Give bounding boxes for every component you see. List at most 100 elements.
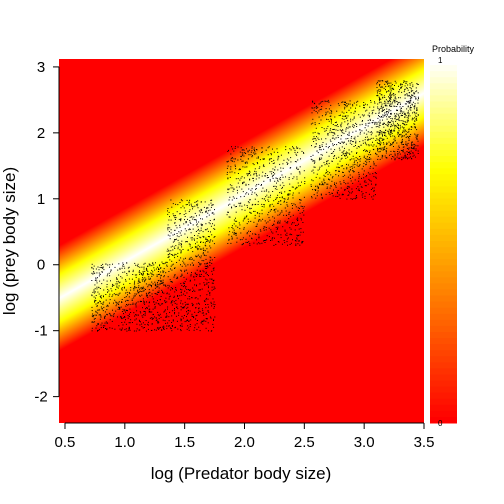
data-point [372, 145, 374, 147]
data-point [187, 312, 189, 314]
data-point [408, 129, 410, 131]
data-point [317, 132, 319, 134]
data-point [417, 134, 419, 136]
data-point [258, 157, 259, 159]
data-point [145, 308, 146, 310]
data-point [179, 213, 181, 214]
data-point [355, 160, 357, 162]
data-point [251, 147, 253, 149]
data-point [251, 150, 253, 152]
data-point [358, 172, 360, 174]
data-point [197, 229, 199, 231]
data-point [243, 228, 245, 230]
data-point [389, 97, 391, 99]
data-point [270, 158, 272, 160]
data-point [395, 98, 397, 100]
data-point [248, 202, 250, 204]
data-point [126, 304, 127, 305]
data-point [346, 163, 347, 165]
data-point [377, 158, 379, 160]
data-point [189, 216, 191, 218]
data-point [413, 92, 415, 94]
data-point [179, 295, 181, 297]
data-point [159, 313, 161, 315]
data-point [186, 241, 188, 243]
data-point [246, 223, 248, 225]
data-point [269, 204, 271, 206]
data-point [274, 237, 275, 239]
data-point [231, 206, 232, 208]
data-point [391, 144, 393, 146]
data-point [139, 324, 141, 326]
data-point [361, 191, 363, 193]
data-point [317, 106, 319, 108]
data-point [329, 179, 331, 181]
data-point [244, 204, 246, 206]
data-point [174, 302, 176, 304]
x-tick-label: 1.5 [174, 434, 195, 451]
data-point [207, 266, 209, 268]
data-point [280, 167, 282, 169]
data-point [390, 131, 392, 133]
data-point [198, 228, 199, 230]
data-point [211, 305, 213, 307]
data-point [312, 122, 314, 124]
data-point [126, 330, 128, 332]
data-point [350, 120, 352, 122]
data-point [380, 89, 382, 91]
data-point [379, 147, 381, 149]
data-point [363, 170, 365, 172]
data-point [360, 144, 362, 146]
data-point [391, 94, 393, 96]
data-point [260, 220, 262, 222]
data-point [120, 276, 122, 278]
data-point [214, 316, 216, 318]
data-point [379, 98, 381, 100]
data-point [358, 146, 360, 148]
colorbar-step [430, 313, 457, 321]
data-point [312, 118, 314, 120]
data-point [352, 155, 354, 157]
data-point [252, 233, 254, 235]
data-point [197, 200, 199, 202]
data-point [189, 245, 191, 247]
data-point [343, 132, 345, 134]
data-point [390, 153, 392, 155]
data-point [406, 94, 408, 96]
data-point [410, 134, 412, 135]
data-point [134, 262, 136, 264]
data-point [160, 280, 162, 282]
data-point [341, 118, 343, 120]
data-point [269, 180, 271, 182]
data-point [99, 267, 101, 268]
data-point [358, 159, 360, 161]
data-point [271, 161, 273, 162]
data-point [180, 292, 182, 294]
data-point [393, 93, 395, 94]
data-point [376, 131, 378, 133]
data-point [108, 295, 110, 297]
data-point [99, 280, 101, 282]
data-point [351, 136, 353, 137]
data-point [338, 147, 340, 149]
data-point [131, 298, 133, 300]
data-point [161, 289, 163, 291]
data-point [347, 185, 349, 187]
data-point [167, 227, 169, 229]
data-point [408, 128, 410, 130]
data-point [390, 112, 392, 114]
data-point [231, 235, 233, 237]
data-point [390, 94, 392, 96]
data-point [310, 186, 312, 187]
data-point [414, 113, 416, 115]
data-point [152, 323, 153, 325]
data-point [199, 311, 201, 313]
data-point [196, 256, 197, 258]
data-point [143, 268, 145, 270]
data-point [398, 145, 400, 147]
data-point [273, 200, 275, 202]
data-point [205, 241, 207, 242]
data-point [416, 119, 418, 121]
data-point [331, 111, 333, 113]
data-point [187, 249, 189, 251]
